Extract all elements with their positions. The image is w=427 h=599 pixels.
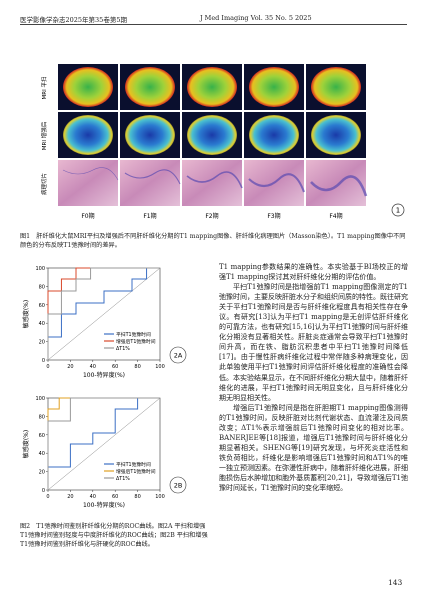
x-tick-label: 40 bbox=[90, 364, 96, 370]
x-tick-label: 80 bbox=[134, 494, 140, 500]
y-tick-label: 100 bbox=[35, 266, 45, 272]
paragraph: T1 mapping参数结果的准确性。本实验基于BI场校正的增强T1 mappi… bbox=[219, 263, 408, 282]
column-label: F0期 bbox=[81, 212, 94, 220]
column-label: F3期 bbox=[267, 212, 280, 220]
row-label: MRI 平扫 bbox=[40, 77, 48, 100]
x-tick-label: 80 bbox=[134, 364, 140, 370]
legend-label: 增强后T1弛豫时间 bbox=[116, 468, 156, 475]
paragraph: 增强后T1弛豫时间是指在肝胆期T1 mapping图像测得的T1弛豫时间，反映肝… bbox=[219, 403, 408, 493]
page-number: 143 bbox=[388, 578, 403, 587]
y-tick-label: 80 bbox=[39, 284, 45, 290]
x-tick-label: 100 bbox=[155, 494, 165, 500]
pathology-image bbox=[58, 160, 118, 206]
roc-curve bbox=[47, 397, 160, 490]
figure-badge: 1 bbox=[396, 207, 400, 215]
legend-label: 平扫T1弛豫时间 bbox=[116, 331, 151, 338]
y-tick-label: 60 bbox=[39, 303, 45, 309]
legend-label: ΔT1% bbox=[116, 476, 130, 482]
y-tick-label: 100 bbox=[35, 396, 45, 402]
roc-curve bbox=[47, 267, 160, 360]
x-tick-label: 0 bbox=[46, 494, 49, 500]
y-tick-label: 40 bbox=[39, 321, 45, 327]
column-label: F4期 bbox=[329, 212, 342, 220]
reference-diagonal bbox=[47, 397, 161, 491]
pathology-fiber bbox=[186, 171, 243, 189]
body-text: T1 mapping参数结果的准确性。本实验基于BI场校正的增强T1 mappi… bbox=[219, 262, 408, 493]
y-tick-label: 20 bbox=[39, 340, 45, 346]
mri-liver bbox=[187, 115, 237, 155]
y-tick-label: 20 bbox=[39, 470, 45, 476]
y-axis-label: 敏感度(%) bbox=[22, 430, 30, 458]
mri-liver bbox=[63, 67, 113, 107]
row-label: MRI 增强后 bbox=[40, 121, 48, 150]
pathology-fiber bbox=[310, 175, 368, 197]
x-tick-label: 60 bbox=[112, 494, 118, 500]
x-tick-label: 100 bbox=[155, 364, 165, 370]
panel-badge-circle bbox=[169, 346, 187, 364]
roc-chart: 0 20 40 60 80 100 0 20 40 60 80 100 100-特异度(%) 敏感度(%)… bbox=[22, 396, 187, 509]
figure-2-caption: 图2 T1弛豫时间鉴别肝纤维化分期的ROC曲线。图2A 平扫和增强T1弛豫时间鉴… bbox=[20, 523, 208, 548]
pathology-fiber bbox=[124, 169, 181, 185]
mri-liver bbox=[125, 115, 175, 155]
legend-label: 增强后T1弛豫时间 bbox=[116, 338, 156, 345]
y-axis-label: 敏感度(%) bbox=[22, 300, 30, 328]
pathology-fiber bbox=[62, 167, 119, 181]
x-tick-label: 60 bbox=[112, 364, 118, 370]
running-header: 医学影像学杂志2025年第35卷第5期 bbox=[20, 16, 127, 24]
legend-label: ΔT1% bbox=[116, 346, 130, 352]
column-label: F2期 bbox=[205, 212, 218, 220]
mri-liver bbox=[125, 67, 175, 107]
x-tick-label: 0 bbox=[46, 364, 49, 370]
figure-1-caption: 图1 肝纤维化大鼠MRI平扫及增强后不同肝纤维化分期的T1 mapping图像、… bbox=[20, 233, 406, 249]
y-tick-label: 0 bbox=[42, 358, 45, 364]
roc-curve bbox=[47, 397, 160, 490]
running-header: J Med Imaging Vol. 35 No. 5 2025 bbox=[200, 14, 312, 22]
x-tick-label: 20 bbox=[67, 494, 73, 500]
mri-liver bbox=[311, 67, 361, 107]
mri-liver bbox=[187, 67, 237, 107]
pathology-image bbox=[182, 160, 242, 206]
column-label: F1期 bbox=[143, 212, 156, 220]
x-tick-label: 20 bbox=[67, 364, 73, 370]
mri-liver bbox=[311, 115, 361, 155]
panel-badge-circle bbox=[169, 476, 187, 494]
y-tick-label: 80 bbox=[39, 414, 45, 420]
y-tick-label: 60 bbox=[39, 433, 45, 439]
pathology-image bbox=[120, 160, 180, 206]
roc-chart: 0 20 40 60 80 100 0 20 40 60 80 100 100-特异度(%) 敏感度(%)… bbox=[22, 266, 187, 379]
mri-liver bbox=[63, 115, 113, 155]
mri-liver bbox=[249, 115, 299, 155]
pathology-fiber bbox=[248, 173, 305, 193]
x-tick-label: 40 bbox=[90, 494, 96, 500]
y-tick-label: 0 bbox=[42, 488, 45, 494]
x-axis-label: 100-特异度(%) bbox=[83, 371, 125, 379]
paragraph: 平扫T1弛豫时间是指增强前T1 mapping图像测定的T1弛豫时间，主要反映肝… bbox=[219, 283, 408, 402]
reference-diagonal bbox=[47, 267, 161, 361]
mri-liver bbox=[249, 67, 299, 107]
row-label: 病理切片 bbox=[40, 173, 48, 195]
roc-curve bbox=[47, 267, 160, 360]
panel-label: 2B bbox=[174, 482, 183, 490]
pathology-image bbox=[306, 160, 366, 206]
x-axis-label: 100-特异度(%) bbox=[83, 501, 125, 509]
y-tick-label: 40 bbox=[39, 451, 45, 457]
badge-circle bbox=[391, 203, 405, 217]
roc-curve bbox=[47, 267, 160, 360]
panel-label: 2A bbox=[174, 352, 183, 360]
legend-label: 平扫T1弛豫时间 bbox=[116, 461, 151, 468]
header-rule bbox=[20, 24, 407, 25]
